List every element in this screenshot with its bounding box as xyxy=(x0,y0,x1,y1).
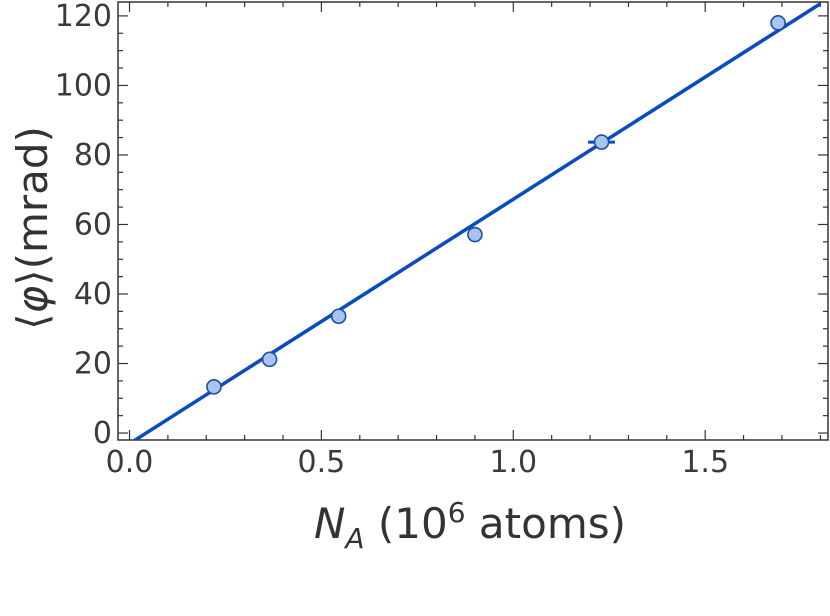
data-marker xyxy=(206,379,222,395)
x-axis-label-unit-power: 6 xyxy=(448,496,466,529)
data-point xyxy=(330,308,347,325)
y-tick-label: 0 xyxy=(93,416,112,451)
data-marker xyxy=(261,351,278,368)
y-axis-ticks: 0 20 40 60 80 100 120 xyxy=(55,0,828,451)
fit-line xyxy=(131,2,822,440)
y-axis-label-left-bracket: ⟨ xyxy=(8,314,57,330)
y-axis-label-unit: (mrad) xyxy=(8,126,57,269)
y-tick-label: 80 xyxy=(74,138,112,173)
data-point xyxy=(588,134,615,150)
data-marker xyxy=(467,226,483,243)
x-tick-label: 1.5 xyxy=(681,445,729,480)
y-tick-label: 100 xyxy=(55,68,112,103)
x-tick-label: 0.0 xyxy=(106,445,154,480)
data-marker xyxy=(593,134,610,150)
x-axis-label-unit-prefix: (10 xyxy=(365,499,448,548)
x-axis-label-subscript: A xyxy=(343,522,364,555)
y-tick-label: 120 xyxy=(55,0,112,34)
data-point xyxy=(467,226,483,243)
x-tick-label: 0.5 xyxy=(298,445,346,480)
x-axis-label: NA (106 atoms) xyxy=(314,496,626,555)
y-axis-label-symbol: φ xyxy=(8,286,57,314)
y-tick-label: 20 xyxy=(74,347,112,382)
plot-border xyxy=(117,1,829,441)
data-point xyxy=(261,351,278,368)
data-marker xyxy=(330,308,347,325)
x-axis-ticks: 0.0 0.5 1.0 1.5 xyxy=(106,2,821,480)
fit-line-group xyxy=(131,2,822,440)
plot-frame xyxy=(117,1,829,441)
x-axis-label-symbol: N xyxy=(314,499,345,548)
data-point xyxy=(206,379,222,395)
data-points xyxy=(206,15,786,395)
y-tick-label: 40 xyxy=(74,277,112,312)
y-tick-label: 60 xyxy=(74,207,112,242)
y-axis-label-right-bracket: ⟩ xyxy=(8,269,57,285)
x-axis-label-unit-suffix: atoms) xyxy=(466,499,626,548)
y-axis-label: ⟨φ⟩(mrad) xyxy=(8,126,57,330)
data-marker xyxy=(770,15,786,31)
x-tick-label: 1.0 xyxy=(489,445,537,480)
data-point xyxy=(770,15,786,31)
